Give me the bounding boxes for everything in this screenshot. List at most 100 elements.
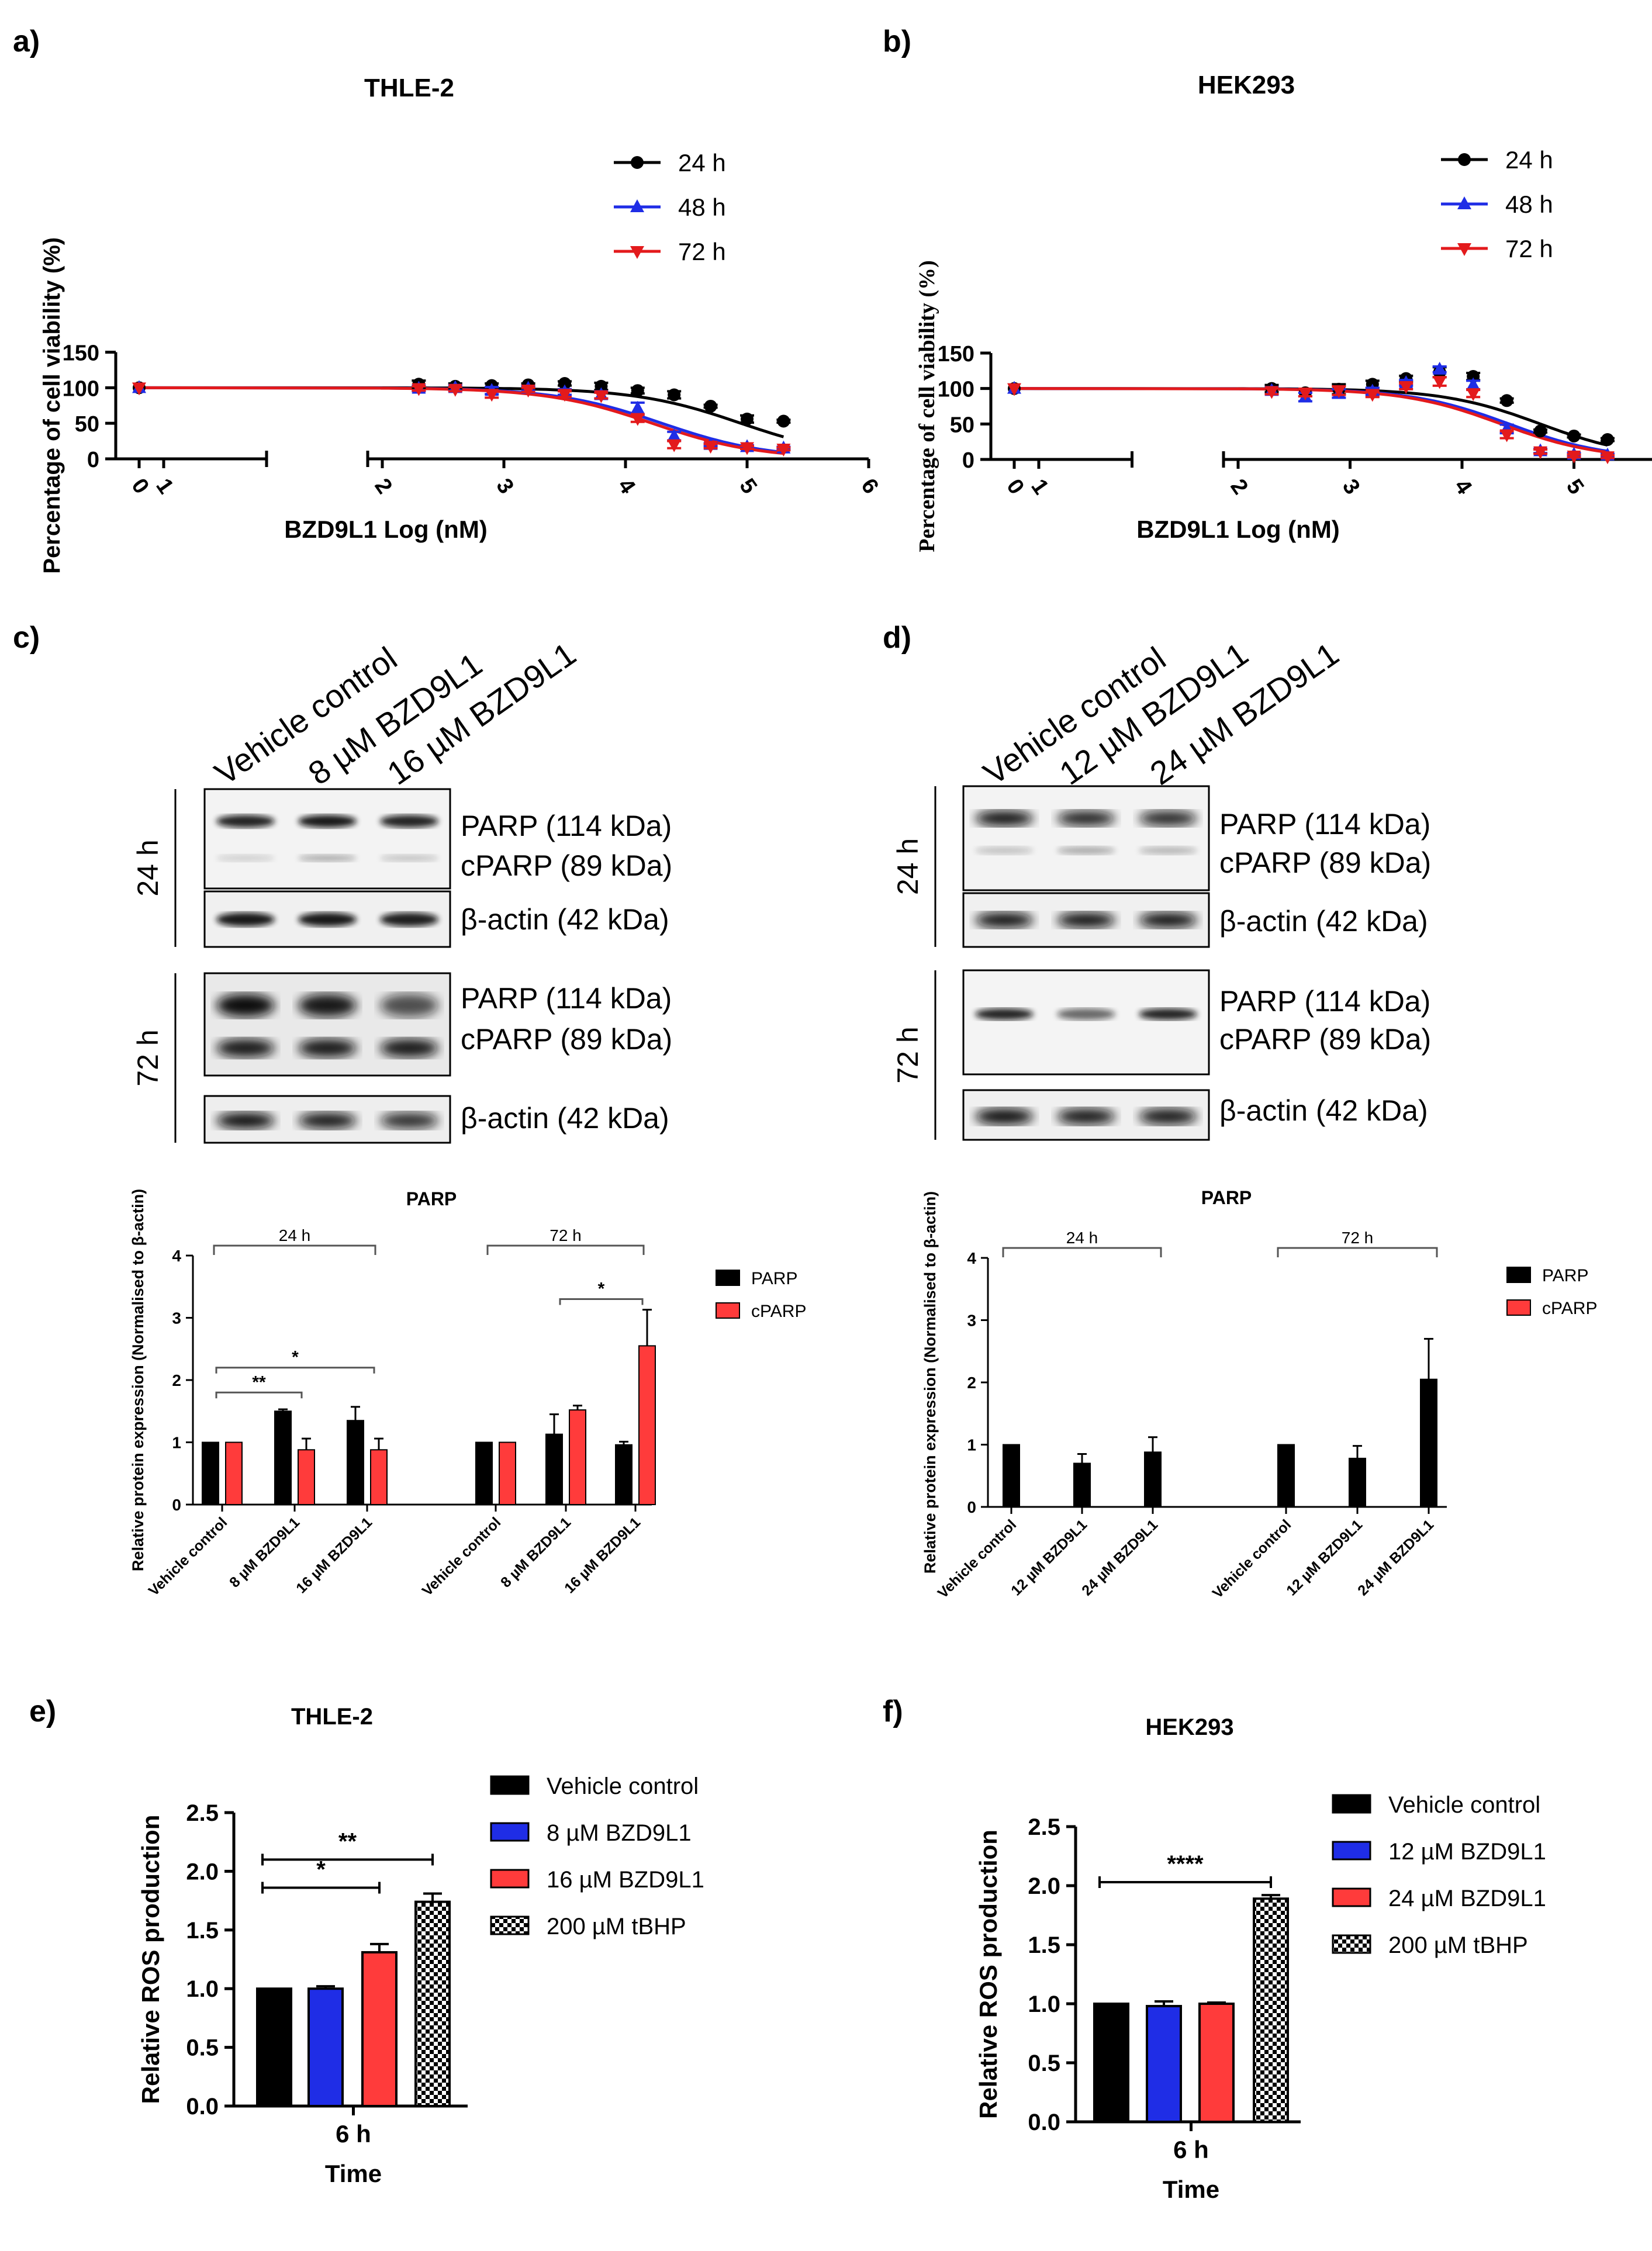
bar-Vehicle-control: [256, 1987, 292, 2107]
y-tick-label: 100: [63, 376, 99, 401]
panel-label-a: a): [13, 25, 40, 58]
x-tick-label: 3: [1338, 475, 1365, 499]
bar-cPARP: [499, 1441, 516, 1505]
y-axis-label: Relative ROS production: [137, 1815, 164, 2104]
point-72h: [1499, 429, 1514, 442]
point-24h: [631, 384, 644, 397]
x-tick-label: 16 µM BZD9L1: [293, 1514, 375, 1596]
y-tick-label: 0: [172, 1496, 181, 1514]
legend-marker: [631, 156, 644, 169]
y-tick-label: 3: [172, 1309, 181, 1327]
band-label: cPARP (89 kDa): [1219, 1023, 1431, 1056]
band-label: PARP (114 kDa): [461, 982, 672, 1015]
point-72h: [1600, 451, 1615, 465]
band-label: cPARP (89 kDa): [461, 1023, 672, 1056]
band-label: PARP (114 kDa): [1219, 808, 1430, 841]
y-axis-label: Percentage of cell viability (%): [915, 260, 939, 552]
bar-PARP: [1144, 1451, 1162, 1508]
time-label: 72 h: [891, 1026, 924, 1083]
bar-16-µM-BZD9L1: [361, 1951, 398, 2107]
y-tick-label: 50: [75, 412, 99, 437]
point-72h: [703, 441, 718, 454]
significance-bracket: [215, 1391, 303, 1399]
blot-band: [216, 1039, 275, 1057]
x-axis-label: BZD9L1 Log (nM): [284, 516, 488, 543]
group-bracket: [486, 1244, 645, 1255]
point-24h: [668, 388, 681, 402]
legend-swatch: [490, 1869, 530, 1889]
blot-band: [1139, 811, 1197, 826]
chart-title: THLE-2: [291, 1704, 373, 1730]
point-72h: [740, 442, 754, 455]
blot-band: [975, 912, 1034, 928]
x-tick-label: 8 µM BZD9L1: [497, 1514, 574, 1590]
blot-band: [975, 1008, 1034, 1020]
chart-e-ros-thle2: THLE-2 0.0 0.5 1.0 1.5 2.0 2.5 Relative ROS pro…: [137, 1704, 704, 2187]
y-axis-label: Relative protein expression (Normalised …: [921, 1191, 939, 1574]
blot-band: [380, 1112, 438, 1129]
significance-bracket: [559, 1298, 644, 1305]
x-axis-label: Time: [1163, 2176, 1219, 2203]
point-24h: [1567, 429, 1581, 442]
blot-band: [298, 912, 357, 926]
point-24h: [777, 414, 790, 428]
fit-curve-48h: [1014, 387, 1608, 453]
legend-label: 24 h: [678, 149, 726, 177]
fit-curve-48h: [139, 386, 784, 454]
bar-PARP: [1420, 1378, 1437, 1508]
point-24h: [704, 399, 717, 413]
y-tick-label: 4: [967, 1249, 976, 1267]
legend-marker: [630, 246, 644, 259]
significance-label: *: [316, 1857, 326, 1883]
group-bracket: [1002, 1247, 1162, 1257]
y-tick-label: 2.0: [1028, 1873, 1060, 1899]
y-tick-label: 1.5: [1028, 1932, 1060, 1958]
y-tick-label: 2.0: [186, 1859, 219, 1885]
legend-label: cPARP: [751, 1302, 806, 1321]
band-label: β-actin (42 kDa): [461, 1102, 669, 1135]
bar-PARP: [274, 1410, 292, 1505]
fit-curve-72h: [1014, 387, 1608, 454]
significance-label: ****: [1167, 1851, 1204, 1877]
x-tick-label: 4: [1449, 475, 1477, 499]
blot-band: [216, 815, 275, 828]
point-24h: [1601, 433, 1614, 447]
group-label: 24 h: [1066, 1229, 1098, 1247]
legend-label: 48 h: [1505, 191, 1553, 218]
bar-PARP: [1349, 1457, 1366, 1507]
legend-swatch: [1332, 1887, 1371, 1907]
y-tick-label: 100: [938, 378, 974, 402]
y-tick-label: 50: [950, 413, 974, 437]
x-tick-label: Vehicle control: [419, 1514, 504, 1599]
legend-label: 8 µM BZD9L1: [547, 1820, 692, 1846]
blot-band: [216, 912, 275, 926]
legend-label: Vehicle control: [1388, 1792, 1540, 1818]
blot-band: [975, 846, 1034, 855]
blot-band: [1057, 811, 1115, 826]
point-72h: [776, 443, 791, 457]
legend-label: 72 h: [678, 238, 726, 265]
x-tick-label: 6 h: [336, 2120, 371, 2148]
x-tick-label: Vehicle control: [1209, 1516, 1295, 1602]
chart-title: PARP: [1201, 1187, 1252, 1208]
chart-f-ros-hek293: HEK293 0.0 0.5 1.0 1.5 2.0 2.5 Relative ROS pro…: [974, 1714, 1546, 2203]
legend-swatch: [490, 1775, 530, 1795]
group-bracket: [1277, 1247, 1438, 1257]
significance-label: **: [338, 1828, 357, 1854]
point-72h: [1332, 385, 1346, 399]
chart-c-parp-thle2: PARP 0 1 2 3 4 Relative protein expression (No…: [129, 1188, 806, 1599]
blot-band: [1057, 912, 1115, 928]
x-axis-label: Time: [325, 2160, 382, 2187]
legend-label: 72 h: [1505, 235, 1553, 262]
y-tick-label: 0: [967, 1498, 976, 1516]
blot-band: [380, 912, 438, 926]
bar-cPARP: [370, 1449, 388, 1506]
legend-marker: [1458, 153, 1471, 166]
time-label: 24 h: [132, 839, 164, 896]
x-tick-label: 5: [734, 474, 762, 498]
panel-label-f: f): [883, 1695, 903, 1728]
chart-title: HEK293: [1198, 71, 1295, 99]
y-axis-label: Percentage of cell viability (%): [39, 237, 65, 574]
